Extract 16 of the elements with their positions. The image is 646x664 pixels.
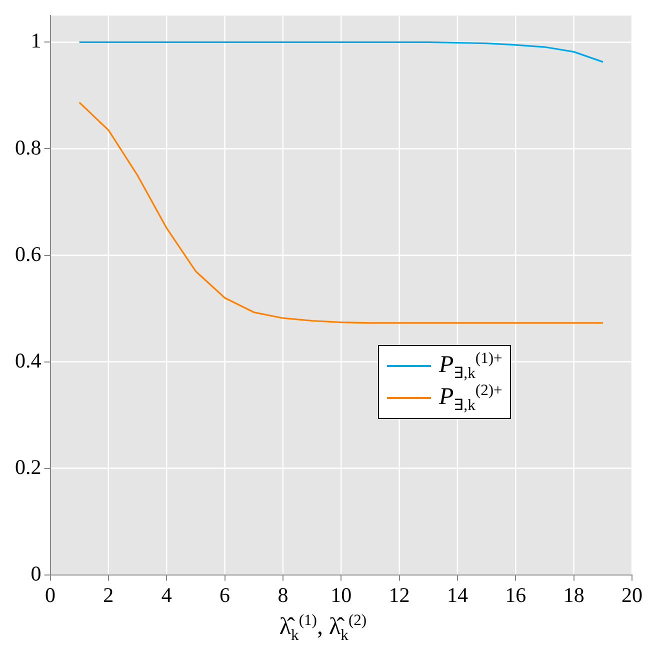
x-tick-label: 6 [220,582,230,607]
x-tick-label: 10 [330,582,352,607]
x-tick-label: 18 [563,582,584,607]
x-tick-label: 20 [622,582,642,607]
x-tick-label: 14 [446,582,468,607]
y-tick-label: 1 [30,28,42,53]
y-tick-label: 0.4 [15,348,42,372]
y-tick-label: 0 [30,561,42,586]
x-tick-label: 2 [103,582,114,607]
x-tick-label: 4 [161,582,172,607]
x-tick-label: 12 [388,582,410,607]
x-tick-label: 16 [505,582,526,607]
y-tick-label: 0.8 [15,135,42,160]
x-tick-label: 8 [278,582,288,607]
y-tick-label: 0.6 [15,242,42,266]
y-tick-label: 0.2 [15,454,42,479]
